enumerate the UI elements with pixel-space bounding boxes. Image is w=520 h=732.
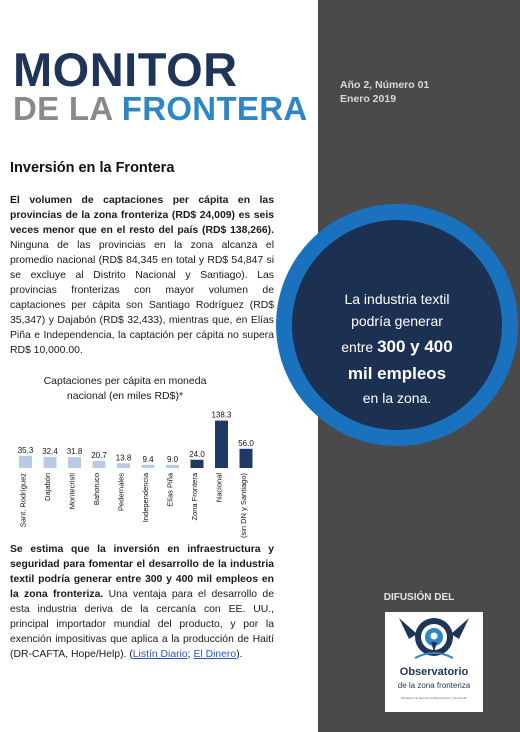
chart-bar — [68, 457, 81, 468]
chart-bar — [43, 456, 57, 468]
bar-chart: 35.3 Sant. Rodríguez 32.4 Dajabón 31.8 Montec… — [18, 411, 255, 540]
chart-data-label: 9.0 — [167, 455, 179, 464]
chart-data-label: 9.4 — [142, 455, 154, 464]
section-title: Inversión en la Frontera — [10, 160, 175, 176]
chart-bar — [117, 463, 130, 468]
chart-data-label: 56.0 — [238, 439, 254, 448]
intro-paragraph-bold: El volumen de captaciones per cápita en … — [10, 195, 274, 236]
chart-category-label: Sant. Rodríguez — [19, 473, 28, 527]
logo-de-la: DE LA — [13, 90, 113, 127]
link-separator: ; — [187, 648, 194, 660]
link-el-dinero[interactable]: El Dinero — [193, 648, 237, 660]
chart-bar — [141, 464, 155, 468]
callout-line4: mil empleos — [347, 363, 447, 383]
main-column: MONITOR DE LA FRONTERA Inversión en la F… — [10, 43, 307, 663]
callout-line3-pre: entre — [341, 338, 378, 355]
chart-data-label: 35.3 — [18, 446, 34, 455]
chart-data-label: 32.4 — [42, 447, 58, 456]
callout-line3-bold: 300 y 400 — [377, 336, 453, 356]
callout-line2: podría generar — [351, 313, 443, 330]
callout-circle — [292, 220, 502, 430]
callout-line5: en la zona. — [362, 390, 432, 407]
link-listin-diario[interactable]: Listín Diario — [132, 648, 188, 660]
callout-line3: entre 300 y 400 — [292, 333, 502, 360]
chart-bar — [19, 455, 32, 468]
chart-category-label: Nacional (sin DN y Santiago) — [239, 473, 248, 540]
issue-info: Año 2, Número 01 Enero 2019 — [340, 78, 429, 106]
logo-frontera: FRONTERA — [121, 90, 308, 127]
textile-paragraph-bold: Se estima que la inversión en infraestru… — [10, 544, 274, 600]
textile-paragraph: Se estima que la inversión en infraestru… — [10, 543, 274, 663]
logo-monitor: MONITOR — [13, 43, 238, 96]
callout-text: La industria textil podría generar entre… — [292, 288, 502, 410]
chart-data-label: 138.3 — [211, 411, 232, 420]
chart-category-label: Zona Frontera — [190, 472, 199, 520]
chart-category-label: Pedernales — [117, 473, 126, 511]
chart-data-label: 13.8 — [116, 453, 132, 462]
chart-category-label: Bahoruco — [92, 473, 101, 505]
chart-category-label: Independencia — [141, 472, 150, 522]
intro-paragraph: El volumen de captaciones per cápita en … — [10, 194, 274, 359]
textile-paragraph-text: Una ventaja para el desarrollo de esta i… — [10, 588, 274, 660]
chart-data-label: 31.8 — [67, 447, 83, 456]
chart-data-label: 20.7 — [91, 451, 107, 460]
chart-bar — [215, 420, 228, 468]
chart-title: Captaciones per cápita en moneda naciona… — [43, 375, 207, 402]
intro-paragraph-text: Ninguna de las provincias en la zona alc… — [10, 239, 274, 356]
logo-de-la-frontera: DE LA FRONTERA — [13, 92, 307, 125]
chart-bar — [166, 464, 179, 468]
chart-bar — [190, 459, 204, 468]
chart-category-label: Elías Piña — [166, 472, 175, 507]
paragraph-end: ). — [236, 648, 243, 660]
chart-category-label: Montecristi — [68, 473, 77, 510]
chart-bar — [92, 460, 106, 468]
issue-number: Año 2, Número 01 — [340, 79, 430, 91]
chart-data-label: 24.0 — [189, 450, 205, 459]
issue-date: Enero 2019 — [340, 93, 397, 106]
chart-category-label: Dajabón — [43, 473, 52, 501]
callout-line1: La industria textil — [344, 291, 450, 307]
chart-bar — [239, 448, 253, 468]
chart-category-label: Nacional — [215, 473, 224, 503]
